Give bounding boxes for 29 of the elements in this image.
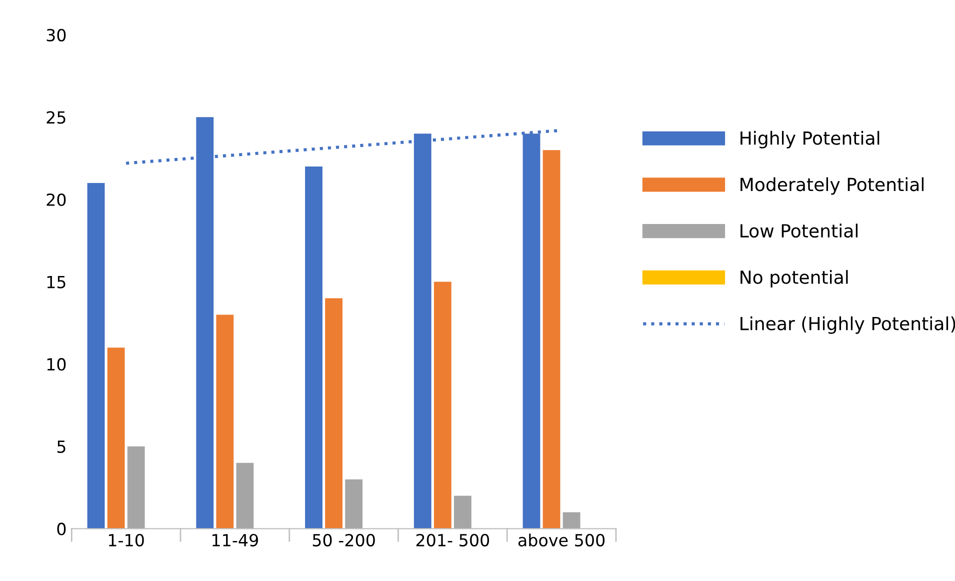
bar (325, 298, 342, 529)
bar (236, 462, 254, 529)
y-tick-label: 20 (46, 193, 66, 206)
legend-label: Low Potential (740, 224, 858, 238)
legend-label: Highly Potential (740, 130, 880, 148)
x-tick-label: 50 -200 (312, 534, 375, 546)
bar (345, 479, 363, 529)
bar (216, 314, 234, 529)
x-tick-label: 201- 500 (416, 534, 490, 546)
bar (434, 282, 452, 529)
y-tick-label: 5 (57, 440, 66, 453)
y-tick-label: 10 (47, 358, 66, 371)
legend-label: No potential (740, 270, 848, 288)
bar (305, 166, 322, 529)
bar (542, 150, 560, 529)
bar (454, 496, 472, 529)
bar (127, 446, 145, 529)
y-tick-label: 15 (47, 276, 66, 288)
bar (107, 348, 125, 529)
legend-label: Moderately Potential (740, 177, 924, 195)
bar (562, 512, 580, 529)
x-tick-label: 11-49 (212, 534, 258, 546)
x-tick-label: 1-10 (108, 534, 144, 546)
x-tick-label: above 500 (518, 534, 605, 546)
y-tick-label: 30 (46, 28, 66, 42)
bar (87, 183, 105, 529)
y-tick-label: 25 (46, 111, 66, 124)
y-tick-label: 0 (57, 522, 66, 536)
legend-label: Linear (Highly Potential) (740, 316, 955, 334)
